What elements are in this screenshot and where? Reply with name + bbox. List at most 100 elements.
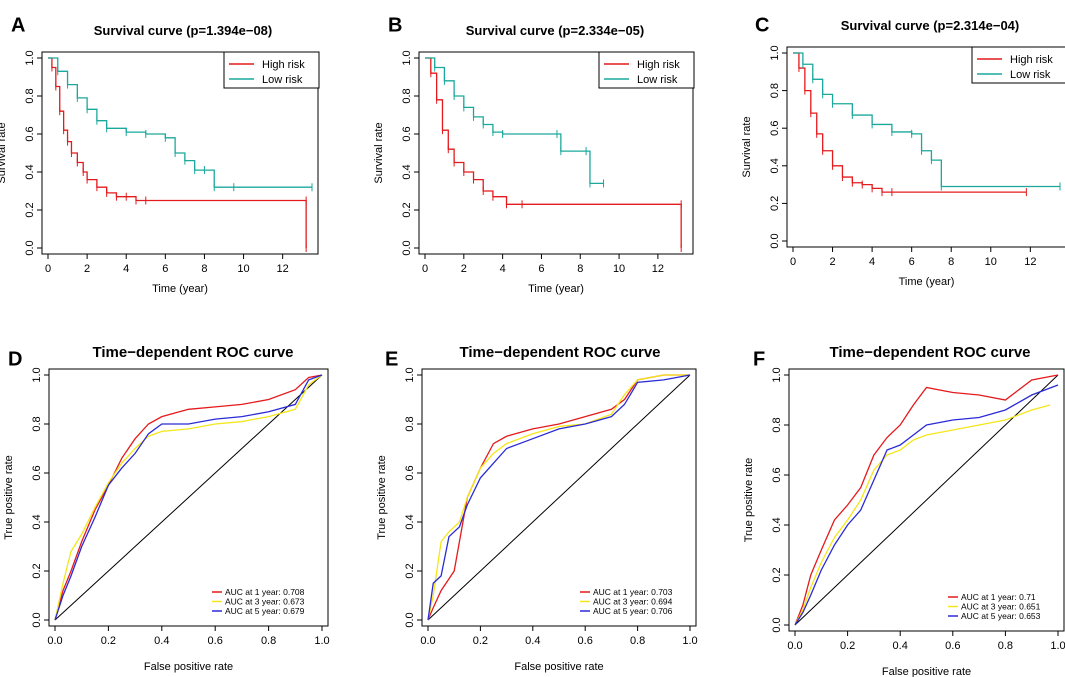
y-tick-label: 1.0	[769, 45, 781, 60]
x-tick-label: 10	[985, 256, 997, 268]
legend-box	[971, 46, 1065, 84]
panel-letter: B	[388, 15, 402, 37]
series-line-2	[425, 57, 604, 185]
panel-C: C Survival curve (p=2.314e−04) 0 2 4 6 8 10 12 0.…	[741, 15, 1065, 288]
x-tick-label: 2	[461, 263, 467, 275]
x-tick-label: 0.4	[525, 635, 540, 647]
x-tick-label: 0.6	[578, 635, 593, 647]
y-tick-label: 0.2	[24, 202, 36, 217]
y-axis-label: True positive rate	[743, 458, 755, 543]
y-tick-label: 0.4	[401, 164, 413, 179]
y-tick-label: 0.0	[31, 612, 43, 627]
y-axis-label: Survival rate	[741, 116, 753, 177]
y-tick-label: 1.0	[401, 50, 413, 65]
x-axis-label: False positive rate	[144, 661, 233, 673]
reference-diagonal	[427, 374, 691, 621]
panel-F: F Time−dependent ROC curve 0.0 0.2 0.4 0.6 0.8…	[743, 344, 1065, 677]
y-tick-label: 0.8	[769, 83, 781, 98]
y-tick-label: 0.0	[769, 233, 781, 248]
y-tick-label: 0.6	[401, 126, 413, 141]
x-tick-label: 2	[84, 263, 90, 275]
legend-label: AUC at 3 year: 0.651	[961, 602, 1041, 612]
panel-letter: E	[385, 349, 398, 371]
x-tick-label: 8	[948, 256, 954, 268]
legend-label: AUC at 1 year: 0.703	[593, 587, 673, 597]
y-tick-label: 0.8	[404, 416, 416, 431]
y-tick-label: 0.0	[24, 240, 36, 255]
x-tick-label: 0.2	[840, 640, 855, 652]
panel-D: D Time−dependent ROC curve 0.0 0.2 0.4 0.6 0.8…	[3, 344, 330, 673]
panel-letter: C	[755, 15, 769, 37]
chart-title: Survival curve (p=2.314e−04)	[841, 18, 1020, 33]
y-tick-label: 0.0	[404, 612, 416, 627]
x-tick-label: 12	[652, 263, 664, 275]
x-tick-label: 0.8	[998, 640, 1013, 652]
x-axis-label: Time (year)	[899, 276, 955, 288]
x-tick-label: 1.0	[682, 635, 697, 647]
chart-title: Time−dependent ROC curve	[459, 344, 660, 361]
y-tick-label: 0.4	[31, 514, 43, 529]
y-tick-label: 0.6	[31, 465, 43, 480]
y-tick-label: 0.8	[771, 417, 783, 432]
chart-title: Time−dependent ROC curve	[92, 344, 293, 361]
x-tick-label: 4	[500, 263, 506, 275]
panel-letter: D	[8, 349, 22, 371]
series-line-3	[54, 374, 323, 621]
x-tick-label: 0.6	[208, 635, 223, 647]
y-tick-label: 0.8	[401, 88, 413, 103]
x-tick-label: 6	[538, 263, 544, 275]
x-tick-label: 12	[1024, 256, 1036, 268]
y-axis-label: Survival rate	[373, 122, 385, 183]
x-tick-label: 2	[829, 256, 835, 268]
y-tick-label: 0.6	[404, 465, 416, 480]
series-line-3	[427, 374, 691, 621]
chart-title: Time−dependent ROC curve	[829, 344, 1030, 361]
legend-label: AUC at 1 year: 0.71	[961, 592, 1036, 602]
x-tick-label: 0	[422, 263, 428, 275]
x-tick-label: 0.0	[47, 635, 62, 647]
x-tick-label: 0	[45, 263, 51, 275]
y-tick-label: 0.2	[31, 563, 43, 578]
y-tick-label: 1.0	[31, 367, 43, 382]
series-line-2	[427, 374, 690, 621]
legend-label: AUC at 5 year: 0.653	[961, 611, 1041, 621]
x-tick-label: 12	[277, 263, 289, 275]
x-tick-label: 0.0	[787, 640, 802, 652]
legend-label: High risk	[262, 59, 305, 71]
y-axis-label: True positive rate	[376, 455, 388, 540]
y-tick-label: 0.4	[404, 514, 416, 529]
x-tick-label: 1.0	[314, 635, 329, 647]
x-tick-label: 0	[790, 256, 796, 268]
x-tick-label: 4	[869, 256, 875, 268]
plot-frame	[418, 51, 694, 255]
x-tick-label: 0.2	[101, 635, 116, 647]
y-tick-label: 0.0	[771, 617, 783, 632]
y-axis-label: Survival rate	[0, 122, 8, 183]
y-tick-label: 1.0	[771, 367, 783, 382]
panel-letter: A	[11, 15, 25, 37]
x-axis-label: Time (year)	[152, 283, 208, 295]
legend-label: AUC at 5 year: 0.706	[593, 606, 673, 616]
y-tick-label: 0.2	[404, 563, 416, 578]
x-axis-label: False positive rate	[882, 666, 971, 677]
legend-label: High risk	[1010, 54, 1053, 66]
reference-diagonal	[794, 374, 1059, 626]
legend-label: AUC at 1 year: 0.708	[225, 587, 305, 597]
legend-label: AUC at 3 year: 0.694	[593, 597, 673, 607]
x-axis-label: False positive rate	[514, 661, 603, 673]
chart-title: Survival curve (p=1.394e−08)	[94, 23, 273, 38]
x-tick-label: 10	[613, 263, 625, 275]
legend-label: Low risk	[637, 74, 678, 86]
y-tick-label: 0.4	[769, 158, 781, 173]
plot-frame	[786, 46, 1065, 248]
y-tick-label: 0.2	[401, 202, 413, 217]
x-tick-label: 8	[577, 263, 583, 275]
x-tick-label: 0.8	[261, 635, 276, 647]
x-tick-label: 0.4	[893, 640, 908, 652]
x-tick-label: 6	[162, 263, 168, 275]
x-tick-label: 0.2	[473, 635, 488, 647]
y-tick-label: 0.4	[771, 517, 783, 532]
y-tick-label: 1.0	[404, 367, 416, 382]
plot-frame	[788, 368, 1065, 632]
